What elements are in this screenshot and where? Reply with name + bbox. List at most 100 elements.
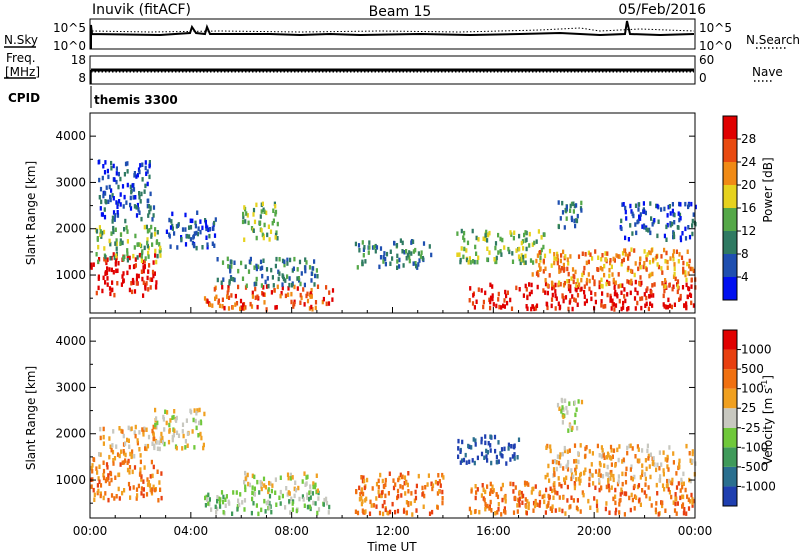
- power-echo-cell: [472, 293, 475, 298]
- velocity-echo-cell: [557, 460, 561, 466]
- velocity-echo-cell: [666, 478, 669, 484]
- velocity-echo-cell: [513, 495, 517, 501]
- velocity-echo-cell: [312, 500, 315, 506]
- velocity-echo-cell: [161, 435, 164, 441]
- velocity-echo-cell: [668, 478, 671, 484]
- velocity-echo-cell: [236, 503, 239, 509]
- velocity-echo-cell: [244, 484, 247, 489]
- power-echo-cell: [361, 240, 364, 245]
- power-echo-cell: [110, 267, 113, 273]
- power-echo-cell: [664, 284, 667, 289]
- power-echo-cell: [142, 259, 145, 265]
- power-echo-cell: [108, 238, 111, 244]
- power-echo-cell: [216, 277, 219, 283]
- velocity-echo-cell: [614, 510, 617, 516]
- power-echo-cell: [567, 279, 571, 284]
- velocity-echo-cell: [214, 504, 217, 510]
- power-echo-cell: [574, 298, 577, 303]
- power-echo-cell: [97, 244, 100, 250]
- velocity-echo-cell: [485, 454, 488, 459]
- velocity-echo-cell: [517, 437, 521, 442]
- power-echo-cell: [205, 226, 208, 232]
- power-echo-cell: [471, 301, 475, 306]
- power-echo-cell: [303, 302, 306, 307]
- velocity-echo-cell: [117, 486, 120, 492]
- power-echo-cell: [368, 240, 371, 245]
- power-echo-cell: [673, 212, 676, 218]
- nsky-label: N.Sky: [4, 33, 38, 47]
- power-echo-cell: [284, 278, 287, 283]
- velocity-echo-cell: [267, 505, 270, 511]
- power-echo-cell: [412, 249, 415, 254]
- power-echo-cell: [593, 281, 596, 287]
- velocity-echo-cell: [140, 491, 143, 496]
- velocity-colorbar-segment: [723, 427, 737, 448]
- velocity-echo-cell: [497, 459, 500, 464]
- velocity-echo-cell: [503, 506, 506, 511]
- velocity-echo-cell: [497, 502, 500, 507]
- velocity-echo-cell: [561, 508, 564, 514]
- power-echo-cell: [542, 244, 545, 250]
- power-echo-cell: [242, 302, 245, 308]
- power-echo-cell: [502, 303, 505, 309]
- power-echo-cell: [643, 292, 646, 297]
- power-echo-cell: [643, 249, 646, 254]
- velocity-echo-cell: [652, 456, 655, 461]
- power-echo-cell: [608, 280, 611, 286]
- velocity-echo-cell: [118, 472, 121, 477]
- velocity-echo-cell: [631, 497, 634, 503]
- power-echo-cell: [682, 269, 685, 274]
- power-echo-cell: [263, 222, 266, 228]
- velocity-echo-cell: [181, 446, 184, 451]
- velocity-echo-cell: [496, 460, 499, 465]
- velocity-echo-cell: [130, 453, 133, 459]
- power-echo-cell: [661, 281, 664, 286]
- power-echo-cell: [643, 225, 646, 230]
- power-echo-cell: [308, 306, 311, 311]
- velocity-echo-cell: [124, 452, 127, 458]
- velocity-echo-cell: [202, 442, 205, 448]
- velocity-echo-cell: [172, 414, 175, 420]
- power-echo-cell: [129, 195, 132, 201]
- velocity-echo-cell: [507, 446, 510, 451]
- power-echo-cell: [249, 301, 252, 307]
- station-title: Inuvik (fitACF): [92, 2, 191, 18]
- velocity-echo-cell: [218, 496, 221, 501]
- power-echo-cell: [131, 183, 134, 188]
- power-echo-cell: [405, 256, 408, 261]
- velocity-echo-cell: [270, 509, 273, 515]
- velocity-echo-cell: [95, 466, 98, 471]
- velocity-echo-cell: [568, 448, 571, 453]
- velocity-echo-cell: [485, 448, 488, 454]
- power-echo-cell: [147, 213, 150, 218]
- power-echo-cell: [672, 249, 675, 254]
- power-echo-cell: [580, 208, 583, 213]
- power-echo-cell: [460, 246, 463, 251]
- power-echo-cell: [208, 233, 211, 239]
- velocity-echo-cell: [93, 497, 96, 502]
- power-echo-cell: [117, 171, 120, 177]
- power-echo-cell: [505, 293, 508, 299]
- power-echo-cell: [247, 220, 250, 226]
- power-echo-cell: [664, 259, 667, 264]
- power-echo-cell: [687, 271, 690, 276]
- power-echo-cell: [563, 267, 566, 272]
- power-echo-cell: [287, 292, 290, 297]
- power-echo-cell: [501, 237, 504, 243]
- velocity-echo-cell: [671, 477, 674, 483]
- power-echo-cell: [622, 257, 625, 263]
- power-echo-cell: [105, 199, 108, 205]
- power-echo-cell: [639, 296, 642, 302]
- power-echo-cell: [621, 251, 625, 256]
- velocity-echo-cell: [312, 481, 315, 486]
- power-echo-cell: [652, 257, 655, 263]
- velocity-echo-cell: [617, 457, 620, 463]
- power-echo-cell: [550, 303, 553, 309]
- power-echo-cell: [300, 295, 303, 301]
- power-echo-cell: [277, 276, 280, 282]
- power-echo-cell: [482, 236, 485, 241]
- power-echo-cell: [112, 252, 115, 257]
- velocity-echo-cell: [457, 438, 460, 444]
- power-echo-cell: [115, 246, 118, 251]
- velocity-echo-cell: [362, 491, 365, 497]
